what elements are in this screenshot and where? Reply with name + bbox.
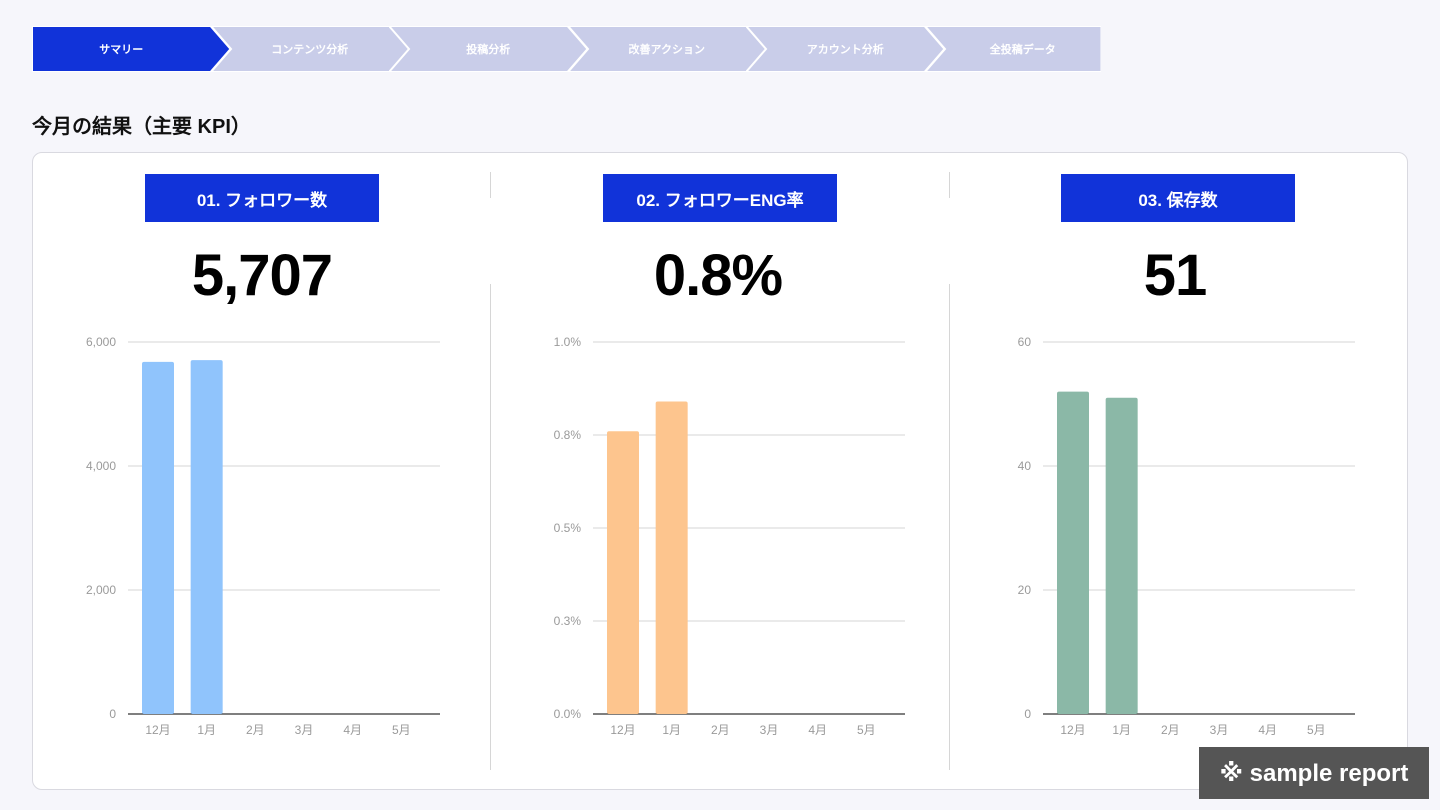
x-tick-label: 1月 (197, 723, 216, 737)
x-tick-label: 5月 (857, 723, 876, 737)
column-divider (490, 284, 491, 770)
x-tick-label: 2月 (1161, 723, 1180, 737)
x-tick-label: 2月 (711, 723, 730, 737)
x-tick-label: 1月 (662, 723, 681, 737)
step-tab-0[interactable]: サマリー (32, 26, 231, 72)
y-tick-label: 0.3% (554, 614, 582, 628)
bar (1105, 397, 1138, 714)
y-tick-label: 0.0% (554, 707, 582, 721)
y-tick-label: 0.5% (554, 521, 582, 535)
x-tick-label: 3月 (760, 723, 779, 737)
y-tick-label: 6,000 (86, 335, 116, 349)
followers-bar-chart: 0 2,000 4,000 6,000 12月 1月 2月 3月 4月 5月 (86, 335, 440, 737)
step-tab-label: 改善アクション (628, 44, 705, 56)
x-tick-label: 12月 (610, 723, 635, 737)
x-tick-label: 12月 (1060, 723, 1085, 737)
bar (607, 431, 639, 714)
y-tick-label: 60 (1018, 335, 1032, 349)
y-tick-label: 0 (1024, 707, 1031, 721)
bar (190, 360, 223, 714)
kpi-value-engagement-rate: 0.8% (653, 243, 783, 308)
x-tick-label: 5月 (392, 723, 411, 737)
bar (142, 361, 174, 714)
step-tab-label: 投稿分析 (466, 44, 511, 56)
section-title: 今月の結果（主要 KPI） (32, 116, 251, 138)
kpi-value-followers: 5,707 (191, 243, 333, 308)
step-tab-label: アカウント分析 (806, 44, 884, 56)
kpi-label-saves: 03. 保存数 (1061, 174, 1295, 222)
y-tick-label: 1.0% (554, 335, 582, 349)
x-tick-label: 4月 (808, 723, 827, 737)
x-tick-label: 3月 (295, 723, 314, 737)
kpi-label-engagement-rate: 02. フォロワーENG率 (603, 174, 837, 222)
x-tick-label: 2月 (246, 723, 265, 737)
step-tab-label: サマリー (99, 44, 144, 56)
y-tick-label: 40 (1018, 459, 1032, 473)
kpi-panel (32, 152, 1408, 790)
x-tick-label: 12月 (145, 723, 170, 737)
kpi-value-saves: 51 (1143, 243, 1208, 308)
step-navigation: サマリー コンテンツ分析 投稿分析 改善アクション アカウント分析 全投稿データ (32, 26, 1101, 72)
step-tab-label: 全投稿データ (989, 44, 1056, 56)
x-tick-label: 3月 (1210, 723, 1229, 737)
y-tick-label: 2,000 (86, 583, 116, 597)
x-tick-label: 4月 (1258, 723, 1277, 737)
x-tick-label: 5月 (1307, 723, 1326, 737)
y-tick-label: 20 (1018, 583, 1032, 597)
bar (655, 401, 688, 714)
y-tick-label: 0.8% (554, 428, 582, 442)
step-tab-label: コンテンツ分析 (271, 44, 349, 56)
y-tick-label: 4,000 (86, 459, 116, 473)
bar (1057, 391, 1089, 714)
column-divider (490, 172, 491, 198)
step-tab-3[interactable]: 改善アクション (567, 26, 766, 72)
x-tick-label: 4月 (343, 723, 362, 737)
kpi-label-followers: 01. フォロワー数 (145, 174, 379, 222)
saves-bar-chart: 0 20 40 60 12月 1月 2月 3月 4月 5月 (1018, 335, 1355, 737)
step-tab-1[interactable]: コンテンツ分析 (210, 26, 409, 72)
engagement-rate-bar-chart: 0.0% 0.3% 0.5% 0.8% 1.0% 12月 1月 2月 3月 4月 5月 (554, 335, 905, 737)
step-tab-5[interactable]: 全投稿データ (924, 26, 1101, 72)
column-divider (949, 172, 950, 198)
step-tab-4[interactable]: アカウント分析 (746, 26, 945, 72)
sample-report-badge: ※ sample report (1199, 747, 1429, 799)
x-tick-label: 1月 (1112, 723, 1131, 737)
step-tab-2[interactable]: 投稿分析 (389, 26, 588, 72)
y-tick-label: 0 (109, 707, 116, 721)
column-divider (949, 284, 950, 770)
